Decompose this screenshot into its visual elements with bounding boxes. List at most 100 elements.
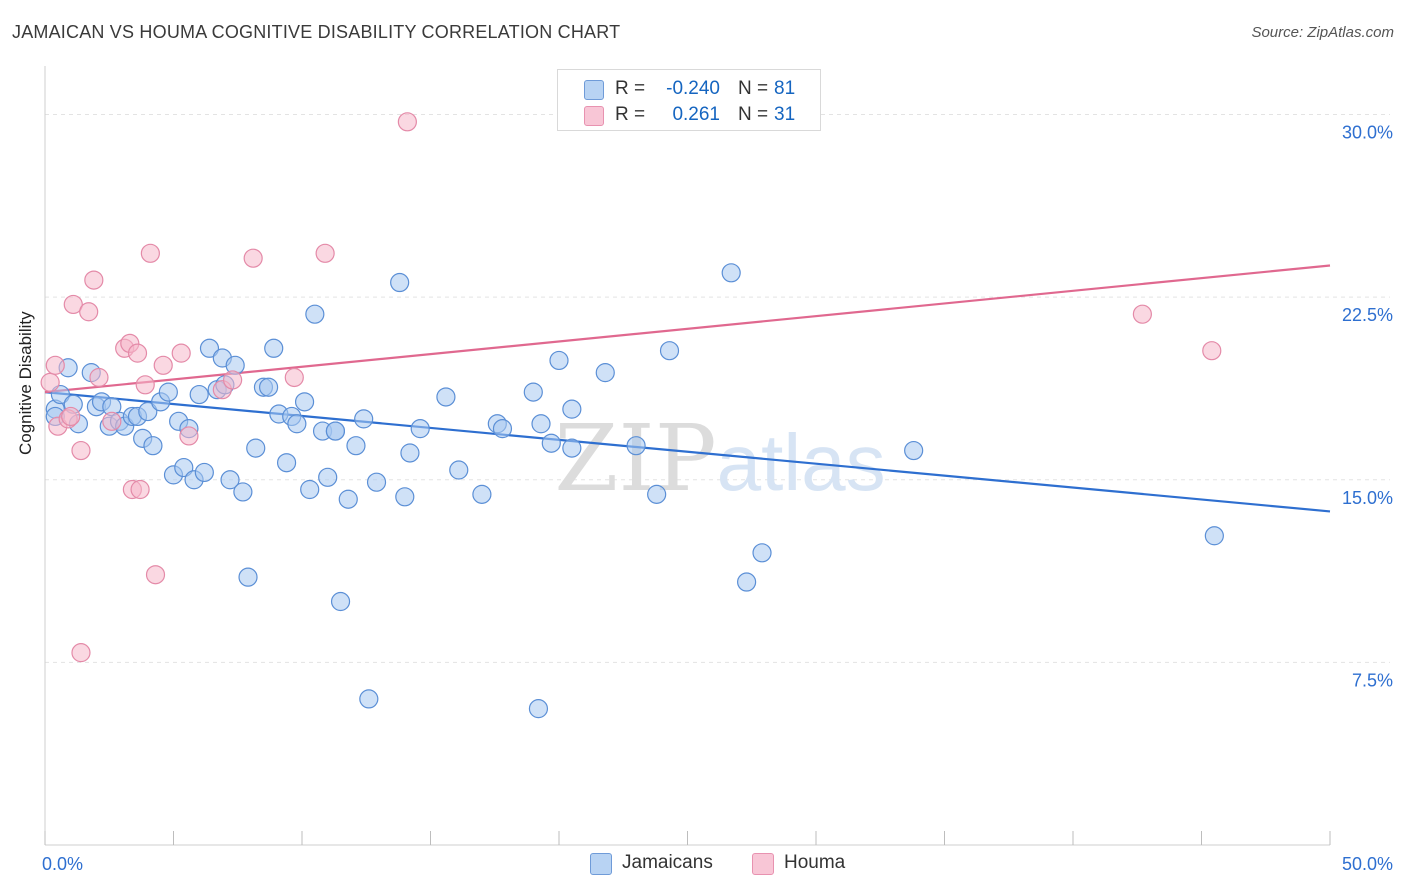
axes-layer <box>44 66 1331 846</box>
jamaicans-point <box>143 436 163 456</box>
y-tick-label: 7.5% <box>1352 670 1393 690</box>
y-tick-label: 15.0% <box>1342 488 1393 508</box>
jamaicans-point <box>220 470 240 490</box>
jamaicans-point <box>449 460 469 480</box>
x-tick-label: 50.0% <box>1342 854 1393 874</box>
jamaicans-point <box>246 438 266 458</box>
houma-point <box>45 355 65 375</box>
houma-point <box>84 270 104 290</box>
jamaicans-point <box>1204 526 1224 546</box>
chart-title: JAMAICAN VS HOUMA COGNITIVE DISABILITY C… <box>12 22 621 42</box>
houma-point <box>171 343 191 363</box>
jamaicans-point <box>410 419 430 439</box>
jamaicans-point <box>325 421 346 441</box>
watermark: ZIPatlas <box>554 405 885 512</box>
jamaicans-point <box>549 350 569 371</box>
jamaicans-point <box>395 487 415 507</box>
jamaicans-point <box>400 443 420 463</box>
houma-point <box>127 343 148 363</box>
legend-row-houma: R = 0.261 N = 31 <box>558 102 820 128</box>
jamaicans-point <box>904 440 924 461</box>
houma-point <box>40 372 60 392</box>
n-value: 81 <box>774 78 796 99</box>
jamaicans-point <box>318 467 338 487</box>
jamaicans-swatch <box>590 853 612 875</box>
x-tick-label: 0.0% <box>42 854 83 874</box>
jamaicans-point <box>138 401 158 422</box>
jamaicans-point <box>472 484 492 504</box>
jamaicans-point <box>359 689 379 709</box>
houma-trend-line <box>44 264 1331 394</box>
jamaicans-trend-line <box>44 391 1331 513</box>
jamaicans-point <box>390 272 410 293</box>
n-value: 31 <box>774 104 796 125</box>
houma-point <box>102 411 122 431</box>
jamaicans-point <box>492 419 513 439</box>
jamaicans-point <box>238 567 258 587</box>
trend-layer <box>44 264 1331 513</box>
jamaicans-point <box>294 392 315 412</box>
houma-point <box>61 406 81 427</box>
jamaicans-point <box>737 572 757 592</box>
jamaicans-point <box>562 399 582 419</box>
houma-point <box>130 479 150 500</box>
jamaicans-point <box>354 409 374 429</box>
n-label: N = <box>738 78 769 99</box>
houma-point <box>71 643 91 663</box>
houma-swatch <box>584 106 604 126</box>
jamaicans-point <box>626 436 646 456</box>
houma-point <box>79 302 99 322</box>
jamaicans-point <box>258 377 279 397</box>
houma-point <box>179 426 199 446</box>
houma-point <box>223 370 243 390</box>
grid-layer <box>45 114 1390 663</box>
houma-point <box>1202 341 1222 361</box>
tick-label-layer: 7.5% 15.0% 22.5% 30.0% 0.0% 50.0% <box>42 123 1393 874</box>
jamaicans-point <box>338 489 358 509</box>
houma-point <box>243 248 263 268</box>
houma-point <box>140 243 160 263</box>
y-axis-label: Cognitive Disability <box>16 311 35 455</box>
jamaicans-point <box>330 591 351 612</box>
jamaicans-point <box>305 304 325 324</box>
houma-point <box>71 440 91 461</box>
houma-point <box>145 565 166 585</box>
jamaicans-point <box>189 384 209 405</box>
jamaicans-point <box>287 414 307 434</box>
jamaicans-point <box>523 382 543 402</box>
correlation-legend: R = -0.240 N = 81 R = 0.261 N = 31 <box>557 69 821 131</box>
jamaicans-point <box>346 436 366 456</box>
jamaicans-point <box>50 384 71 405</box>
jamaicans-point <box>436 387 456 407</box>
jamaicans-point <box>276 453 297 473</box>
jamaicans-point <box>300 479 320 500</box>
houma-point <box>89 367 109 388</box>
legend-label: Houma <box>784 852 846 873</box>
jamaicans-point <box>264 338 284 358</box>
legend-row-jamaicans: R = -0.240 N = 81 <box>558 76 820 102</box>
jamaicans-point <box>647 484 667 504</box>
jamaicans-point <box>562 438 582 458</box>
jamaicans-point <box>721 263 741 283</box>
r-label: R = <box>615 104 646 125</box>
jamaicans-point <box>752 543 772 563</box>
houma-point <box>1132 304 1152 324</box>
jamaicans-swatch <box>584 80 604 100</box>
jamaicans-point <box>528 699 549 719</box>
houma-point <box>397 112 417 132</box>
jamaicans-point <box>366 472 387 492</box>
r-value: 0.261 <box>672 104 720 125</box>
y-tick-label: 30.0% <box>1342 123 1393 143</box>
jamaicans-point <box>233 482 253 502</box>
n-label: N = <box>738 104 769 125</box>
source-label: Source: ZipAtlas.com <box>1251 24 1394 41</box>
houma-point <box>135 375 155 395</box>
jamaicans-point <box>541 433 561 453</box>
r-value: -0.240 <box>666 78 720 99</box>
jamaicans-point <box>531 414 551 434</box>
legend-label: Jamaicans <box>622 852 713 873</box>
y-tick-label: 22.5% <box>1342 305 1393 325</box>
jamaicans-point <box>595 363 615 383</box>
houma-swatch <box>752 853 774 875</box>
